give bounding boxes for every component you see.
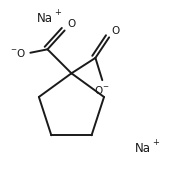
Text: +: + (152, 138, 159, 147)
Text: O: O (67, 19, 75, 29)
Text: $^{-}$O: $^{-}$O (10, 47, 26, 59)
Text: O$^{-}$: O$^{-}$ (95, 84, 110, 96)
Text: O: O (112, 26, 120, 36)
Text: Na: Na (135, 142, 151, 155)
Text: Na: Na (37, 12, 53, 25)
Text: +: + (54, 8, 61, 17)
